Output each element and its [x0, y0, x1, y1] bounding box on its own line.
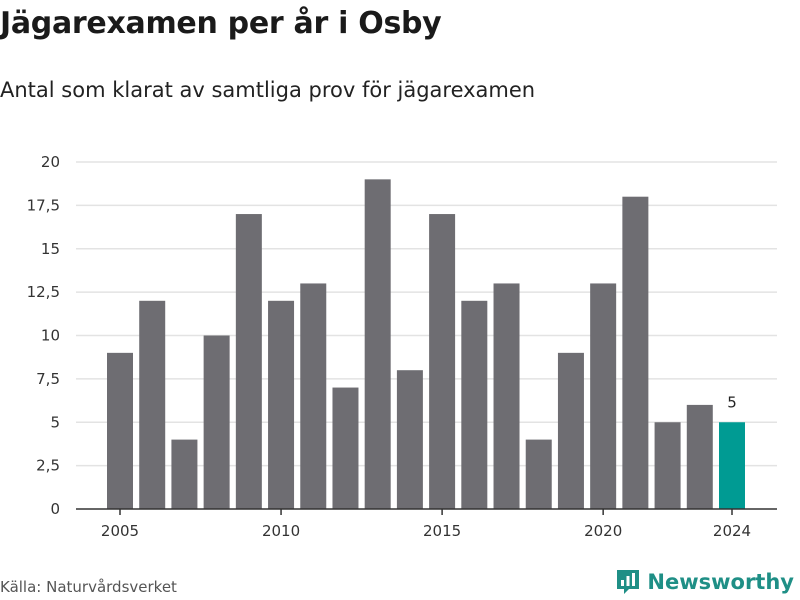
bar: [364, 179, 391, 509]
brand-logo: Newsworthy: [615, 568, 794, 596]
x-tick-label: 2020: [584, 522, 622, 540]
brand-name: Newsworthy: [647, 570, 794, 594]
y-tick-label: 10: [41, 327, 60, 345]
x-tick-label: 2005: [101, 522, 139, 540]
y-tick-label: 17,5: [27, 196, 60, 214]
bar: [622, 196, 649, 509]
y-tick-label: 2,5: [36, 457, 60, 475]
y-tick-label: 20: [41, 153, 60, 171]
bar: [107, 352, 133, 509]
x-tick-label: 2015: [423, 522, 461, 540]
bar: [203, 335, 230, 509]
source-note: Källa: Naturvårdsverket: [0, 578, 177, 596]
bar: [171, 439, 198, 509]
y-tick-label: 15: [41, 240, 60, 258]
bar: [332, 387, 359, 509]
bar: [300, 283, 327, 509]
bar: [590, 283, 617, 509]
x-tick-label: 2010: [262, 522, 300, 540]
y-tick-label: 12,5: [27, 283, 60, 301]
bar-highlight: [719, 422, 745, 509]
y-tick-label: 7,5: [36, 370, 60, 388]
bar: [429, 214, 456, 510]
bar: [525, 439, 552, 509]
bar: [235, 214, 262, 510]
bar: [557, 352, 584, 509]
bar: [268, 300, 295, 509]
bar-chart-logo-icon: [617, 570, 640, 594]
x-tick-label: 2024: [713, 522, 751, 540]
bar: [396, 370, 423, 509]
bar: [686, 404, 713, 509]
chart-subtitle: Antal som klarat av samtliga prov för jä…: [0, 78, 536, 102]
bar: [654, 422, 681, 509]
y-tick-label: 5: [50, 413, 60, 431]
bar: [493, 283, 520, 509]
bar-value-label: 5: [727, 393, 737, 411]
bar: [461, 300, 488, 509]
y-tick-label: 0: [50, 500, 60, 518]
bar: [139, 300, 166, 509]
chart-title: Jägarexamen per år i Osby: [0, 6, 442, 41]
